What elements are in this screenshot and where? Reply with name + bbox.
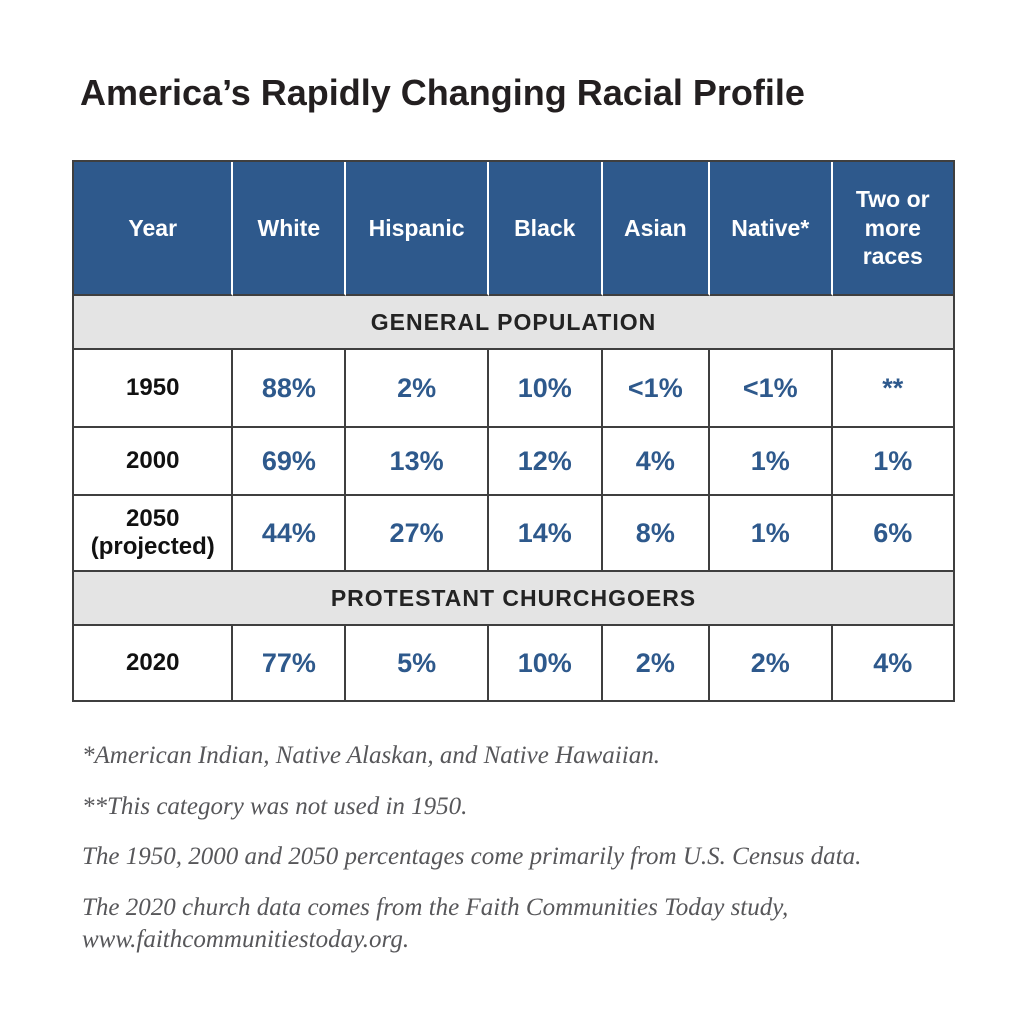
year-cell: 2050 (projected) [74, 496, 234, 572]
value-cell-asian: 8% [602, 496, 711, 572]
racial-profile-table: Year White Hispanic Black Asian Native* … [72, 160, 955, 702]
value-cell-hispanic: 27% [346, 496, 489, 572]
value-cell-asian: 4% [602, 428, 711, 496]
year-cell: 2020 [74, 626, 234, 702]
table-header-row: Year White Hispanic Black Asian Native* … [74, 162, 955, 296]
table-row-2000: 2000 69% 13% 12% 4% 1% 1% [74, 428, 955, 496]
section-header-general-population: GENERAL POPULATION [74, 296, 955, 350]
value-cell-asian: <1% [602, 350, 711, 428]
value-cell-two-or-more: 1% [832, 428, 955, 496]
value-cell-two-or-more: 4% [832, 626, 955, 702]
column-header-hispanic: Hispanic [346, 162, 489, 296]
section-row-protestant-churchgoers: PROTESTANT CHURCHGOERS [74, 572, 955, 626]
column-header-year: Year [74, 162, 234, 296]
section-row-general-population: GENERAL POPULATION [74, 296, 955, 350]
value-cell-asian: 2% [602, 626, 711, 702]
footnote-native-definition: *American Indian, Native Alaskan, and Na… [82, 742, 660, 769]
column-header-asian: Asian [602, 162, 711, 296]
page-title: America’s Rapidly Changing Racial Profil… [80, 72, 805, 113]
table-row-2050-projected: 2050 (projected) 44% 27% 14% 8% 1% 6% [74, 496, 955, 572]
value-cell-native: 1% [710, 428, 833, 496]
column-header-white: White [233, 162, 347, 296]
value-cell-white: 44% [233, 496, 347, 572]
value-cell-two-or-more: 6% [832, 496, 955, 572]
value-cell-white: 88% [233, 350, 347, 428]
section-header-protestant-churchgoers: PROTESTANT CHURCHGOERS [74, 572, 955, 626]
footnotes: *American Indian, Native Alaskan, and Na… [82, 740, 962, 975]
footnote-church-data-source: The 2020 church data comes from the Fait… [82, 893, 789, 954]
year-cell: 1950 [74, 350, 234, 428]
value-cell-native: <1% [710, 350, 833, 428]
value-cell-hispanic: 5% [346, 626, 489, 702]
value-cell-native: 2% [710, 626, 833, 702]
value-cell-black: 12% [488, 428, 603, 496]
footnote-category-1950: **This category was not used in 1950. [82, 792, 468, 820]
value-cell-white: 77% [233, 626, 347, 702]
table-row-2020: 2020 77% 5% 10% 2% 2% 4% [74, 626, 955, 702]
column-header-black: Black [488, 162, 603, 296]
value-cell-two-or-more: ** [832, 350, 955, 428]
value-cell-hispanic: 13% [346, 428, 489, 496]
value-cell-black: 14% [488, 496, 603, 572]
value-cell-white: 69% [233, 428, 347, 496]
value-cell-black: 10% [488, 626, 603, 702]
value-cell-hispanic: 2% [346, 350, 489, 428]
value-cell-black: 10% [488, 350, 603, 428]
year-cell: 2000 [74, 428, 234, 496]
column-header-native: Native* [710, 162, 833, 296]
table-row-1950: 1950 88% 2% 10% <1% <1% ** [74, 350, 955, 428]
footnote-census-source: The 1950, 2000 and 2050 percentages come… [82, 843, 862, 870]
column-header-two-or-more: Two or more races [832, 162, 955, 296]
value-cell-native: 1% [710, 496, 833, 572]
